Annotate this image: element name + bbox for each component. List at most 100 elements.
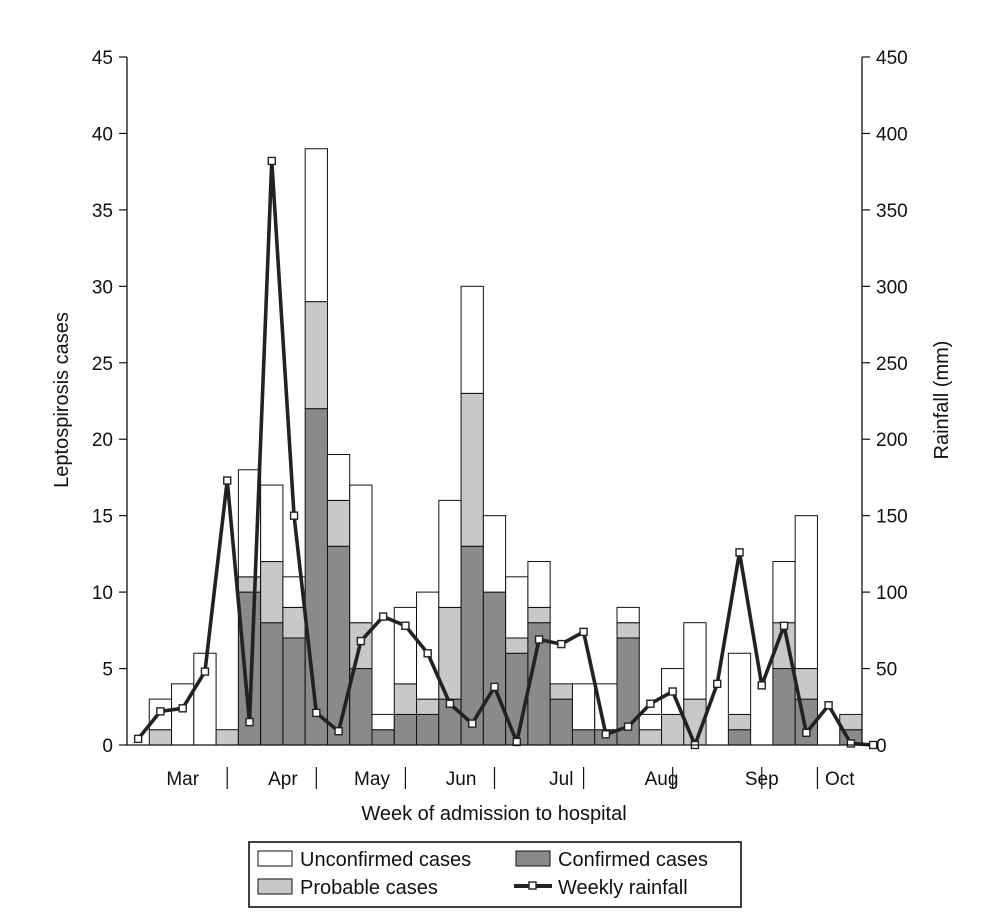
bar-unconfirmed-cases-week-31 (794, 515, 818, 670)
bar-unconfirmed-cases-week-19 (527, 561, 551, 608)
bar-unconfirmed-cases-week-30 (772, 561, 796, 624)
bar-confirmed-cases-week-20 (549, 698, 573, 746)
bar-unconfirmed-cases-week-16 (460, 285, 484, 394)
y2-tick-label-150: 150 (876, 507, 908, 528)
bar-probable-cases-week-6 (237, 576, 262, 593)
bar-probable-cases-week-14 (416, 698, 440, 715)
month-label-jul: Jul (549, 769, 573, 790)
rainfall-point-week-6 (245, 717, 254, 727)
y2-tick-label-300: 300 (876, 277, 908, 298)
bar-unconfirmed-cases-week-12 (371, 713, 395, 731)
bar-probable-cases-week-10 (326, 499, 351, 547)
bar-probable-cases-week-24 (638, 729, 663, 746)
bar-unconfirmed-cases-week-11 (349, 484, 373, 624)
legend-box (248, 841, 742, 908)
legend-label-confirmed: Confirmed cases (558, 849, 708, 871)
x-axis-title: Week of admission to hospital (361, 803, 626, 825)
legend-swatch-probable (257, 878, 293, 895)
rainfall-point-week-3 (178, 704, 187, 713)
rainfall-point-week-17 (490, 682, 499, 692)
y-axis-title: Leptospirosis cases (51, 312, 73, 488)
bar-unconfirmed-cases-week-17 (482, 515, 507, 593)
rainfall-point-week-12 (378, 612, 388, 621)
bar-probable-cases-week-18 (505, 637, 529, 654)
bar-probable-cases-week-9 (304, 301, 328, 410)
rainfall-point-week-15 (445, 699, 455, 708)
month-label-jun: Jun (446, 769, 477, 790)
rainfall-point-week-1 (133, 734, 143, 744)
month-label-mar: Mar (166, 769, 199, 790)
legend-label-probable: Probable cases (300, 877, 438, 899)
rainfall-point-week-4 (200, 667, 210, 676)
bar-probable-cases-week-2 (148, 729, 173, 746)
legend-label-unconfirmed: Unconfirmed cases (300, 849, 471, 871)
rainfall-point-week-10 (334, 727, 343, 736)
rainfall-point-week-23 (623, 722, 633, 731)
rainfall-point-week-31 (802, 728, 811, 737)
rainfall-point-week-8 (289, 511, 299, 520)
bar-confirmed-cases-week-13 (393, 713, 418, 746)
y-tick-label-30: 30 (92, 277, 113, 298)
y-tick-label-20: 20 (92, 430, 113, 451)
bar-probable-cases-week-16 (460, 392, 484, 547)
rainfall-point-week-7 (267, 156, 276, 166)
bar-confirmed-cases-week-30 (772, 668, 796, 746)
bar-probable-cases-week-28 (727, 713, 752, 731)
rainfall-point-week-11 (356, 636, 366, 646)
bar-unconfirmed-cases-week-18 (505, 576, 529, 639)
rainfall-point-week-32 (824, 701, 833, 710)
rainfall-point-week-14 (423, 649, 432, 658)
bar-probable-cases-week-19 (527, 606, 551, 624)
legend: Unconfirmed cases Confirmed cases Probab… (248, 841, 742, 908)
rainfall-point-week-33 (846, 739, 856, 748)
bar-confirmed-cases-week-17 (482, 591, 507, 746)
rainfall-point-week-24 (646, 699, 655, 708)
bar-confirmed-cases-week-10 (326, 545, 351, 746)
month-label-sep: Sep (745, 769, 779, 790)
rainfall-point-week-5 (223, 476, 232, 485)
legend-label-rainfall: Weekly rainfall (558, 877, 688, 899)
rainfall-point-week-2 (156, 707, 165, 716)
bar-confirmed-cases-week-12 (371, 729, 395, 746)
y2-tick-label-100: 100 (876, 583, 908, 604)
y2-tick-label-0: 0 (876, 736, 887, 757)
y-tick-label-5: 5 (102, 660, 113, 681)
rainfall-point-week-20 (557, 639, 566, 649)
month-label-aug: Aug (645, 769, 679, 790)
y-tick-label-45: 45 (92, 48, 113, 69)
month-label-oct: Oct (825, 769, 855, 790)
bar-unconfirmed-cases-week-21 (571, 683, 596, 731)
y2-tick-label-250: 250 (876, 354, 908, 375)
legend-swatch-unconfirmed (257, 850, 293, 867)
rainfall-point-week-28 (735, 548, 744, 557)
bar-probable-cases-week-8 (282, 606, 306, 639)
rainfall-point-week-21 (579, 627, 588, 637)
y-tick-label-0: 0 (102, 736, 113, 757)
rainfall-point-week-25 (668, 687, 677, 696)
rainfall-line-layer (133, 156, 878, 750)
bar-confirmed-cases-week-9 (304, 408, 328, 746)
bar-probable-cases-week-5 (215, 729, 239, 746)
y2-tick-label-450: 450 (876, 48, 908, 69)
rainfall-point-week-29 (757, 681, 766, 690)
bar-unconfirmed-cases-week-15 (438, 499, 462, 608)
bar-confirmed-cases-week-14 (416, 713, 440, 746)
y2-tick-label-400: 400 (876, 124, 908, 145)
bar-confirmed-cases-week-21 (571, 729, 596, 746)
bar-unconfirmed-cases-week-13 (393, 606, 418, 685)
y2-tick-label-200: 200 (876, 430, 908, 451)
bar-probable-cases-week-7 (260, 561, 284, 624)
bar-unconfirmed-cases-week-9 (304, 148, 328, 303)
y2-tick-label-350: 350 (876, 201, 908, 222)
axes-layer: 0510152025303540450501001502002503003504… (92, 48, 908, 790)
bar-probable-cases-week-25 (661, 713, 685, 746)
rainfall-point-week-27 (713, 679, 722, 689)
legend-swatch-confirmed (515, 850, 551, 867)
rainfall-point-week-13 (401, 621, 410, 630)
bar-confirmed-cases-week-7 (260, 622, 284, 746)
bar-probable-cases-week-20 (549, 683, 573, 700)
bar-probable-cases-week-13 (393, 683, 418, 715)
bar-unconfirmed-cases-week-7 (260, 484, 284, 563)
month-label-apr: Apr (268, 769, 298, 790)
